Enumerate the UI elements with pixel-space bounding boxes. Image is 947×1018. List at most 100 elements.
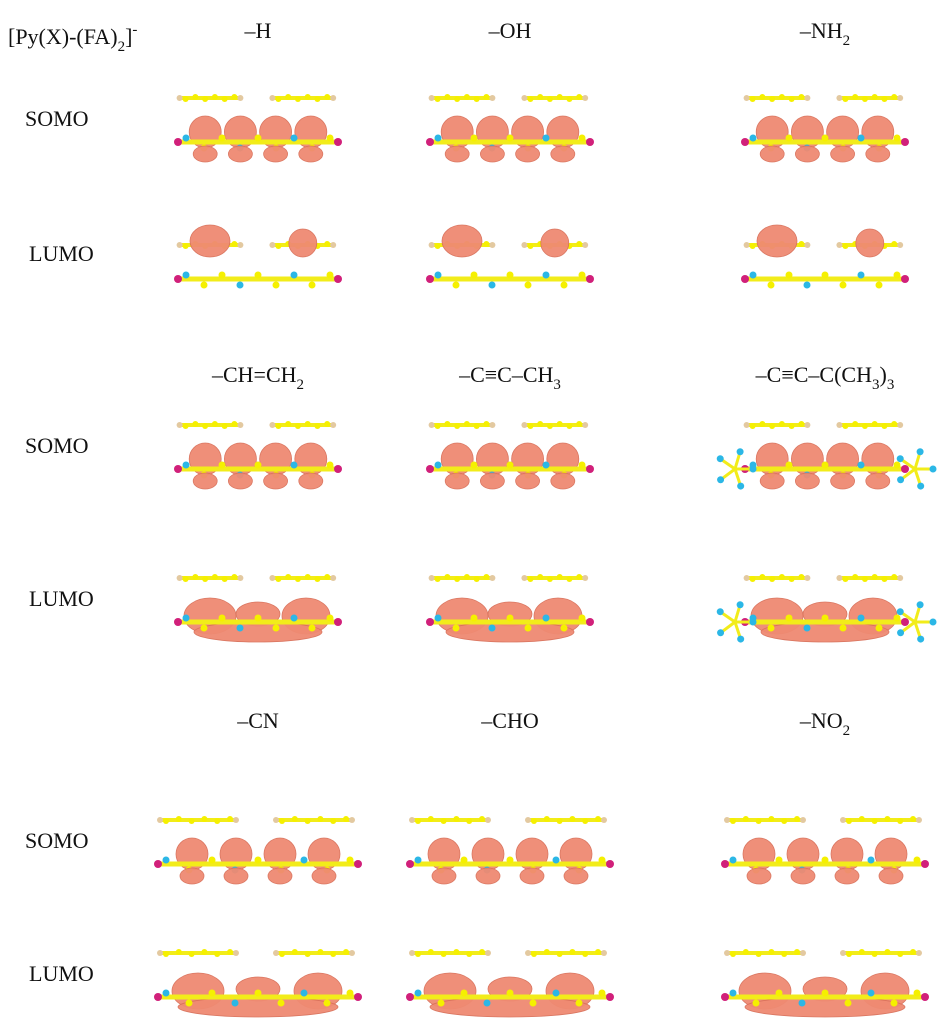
- atom: [346, 989, 354, 997]
- atom: [730, 818, 736, 824]
- atom: [275, 96, 282, 102]
- atom: [871, 421, 878, 427]
- atom: [202, 576, 209, 582]
- atom: [916, 817, 922, 823]
- atom: [428, 95, 435, 101]
- substituent-label: –CN: [236, 708, 279, 733]
- atom: [840, 950, 846, 956]
- orbital-label: SOMO: [25, 828, 89, 853]
- atom: [582, 951, 589, 957]
- atom: [743, 95, 750, 101]
- atom: [174, 138, 182, 146]
- atom: [466, 818, 473, 824]
- label-part: –H: [244, 18, 272, 43]
- atom: [759, 574, 766, 580]
- atom: [323, 999, 331, 1007]
- atom: [188, 951, 195, 957]
- atom: [218, 271, 226, 279]
- atom: [749, 618, 757, 626]
- atom: [506, 989, 514, 997]
- atom: [921, 860, 929, 868]
- atom: [304, 94, 311, 100]
- atom: [749, 271, 757, 279]
- atom: [842, 96, 849, 102]
- atom: [741, 138, 749, 146]
- atom: [606, 860, 614, 868]
- atom: [521, 422, 528, 428]
- orbital-lobe: [746, 867, 772, 885]
- atom: [470, 614, 478, 622]
- atom: [897, 422, 904, 428]
- atom: [437, 999, 445, 1007]
- atom: [444, 94, 451, 100]
- atom: [473, 96, 480, 102]
- atom: [785, 614, 793, 622]
- atom: [575, 999, 583, 1007]
- atom: [175, 949, 182, 955]
- atom: [798, 999, 806, 1007]
- orbital-lobe: [519, 867, 545, 885]
- orbital-lobe: [878, 867, 904, 885]
- atom: [452, 281, 460, 289]
- atom: [586, 275, 594, 283]
- atom: [314, 96, 321, 102]
- atom: [218, 461, 226, 469]
- atom: [582, 422, 589, 428]
- atom: [314, 576, 321, 582]
- atom: [576, 421, 583, 427]
- atom: [201, 949, 208, 955]
- orbital-lobe: [189, 224, 231, 258]
- atom: [290, 614, 298, 622]
- orbital-image: [174, 574, 342, 643]
- atom: [871, 574, 878, 580]
- atom: [897, 818, 904, 824]
- atom: [214, 818, 221, 824]
- atom: [769, 96, 776, 102]
- atom: [294, 96, 301, 102]
- atom: [470, 461, 478, 469]
- atom: [489, 575, 496, 581]
- orbital-lobe: [223, 867, 249, 885]
- atom: [531, 818, 537, 824]
- atom: [460, 989, 468, 997]
- atom: [334, 618, 342, 626]
- label-part: 2: [843, 723, 851, 739]
- atom: [163, 818, 169, 824]
- atom: [556, 951, 563, 957]
- atom: [768, 816, 775, 822]
- atom: [724, 817, 730, 823]
- atom: [527, 243, 534, 249]
- orbital-lobe: [744, 996, 906, 1018]
- atom: [893, 461, 901, 469]
- atom: [858, 949, 865, 955]
- orbital-lobe: [267, 867, 293, 885]
- atom: [163, 951, 169, 957]
- atom: [218, 134, 226, 142]
- orbital-image: [174, 224, 342, 289]
- orbital-lobe: [444, 145, 470, 163]
- orbital-label: LUMO: [29, 961, 94, 986]
- atom: [527, 96, 534, 102]
- atom: [569, 816, 576, 822]
- label-part: –CHO: [480, 708, 538, 733]
- orbital-label: LUMO: [29, 586, 94, 611]
- atom: [755, 951, 762, 957]
- atom: [861, 423, 868, 429]
- atom: [202, 423, 209, 429]
- atom: [821, 614, 829, 622]
- atom: [917, 635, 925, 643]
- atom: [729, 989, 737, 997]
- atom: [861, 576, 868, 582]
- substituent-label: –CH=CH2: [211, 362, 304, 393]
- atom: [254, 461, 262, 469]
- atom: [354, 993, 362, 1001]
- orbital-lobe: [298, 145, 324, 163]
- atom: [546, 96, 553, 102]
- atom: [330, 575, 337, 581]
- atom: [231, 574, 238, 580]
- atom: [929, 618, 937, 626]
- atom: [231, 94, 238, 100]
- orbital-lobe: [227, 472, 253, 490]
- atom: [330, 818, 337, 824]
- atom: [839, 624, 847, 632]
